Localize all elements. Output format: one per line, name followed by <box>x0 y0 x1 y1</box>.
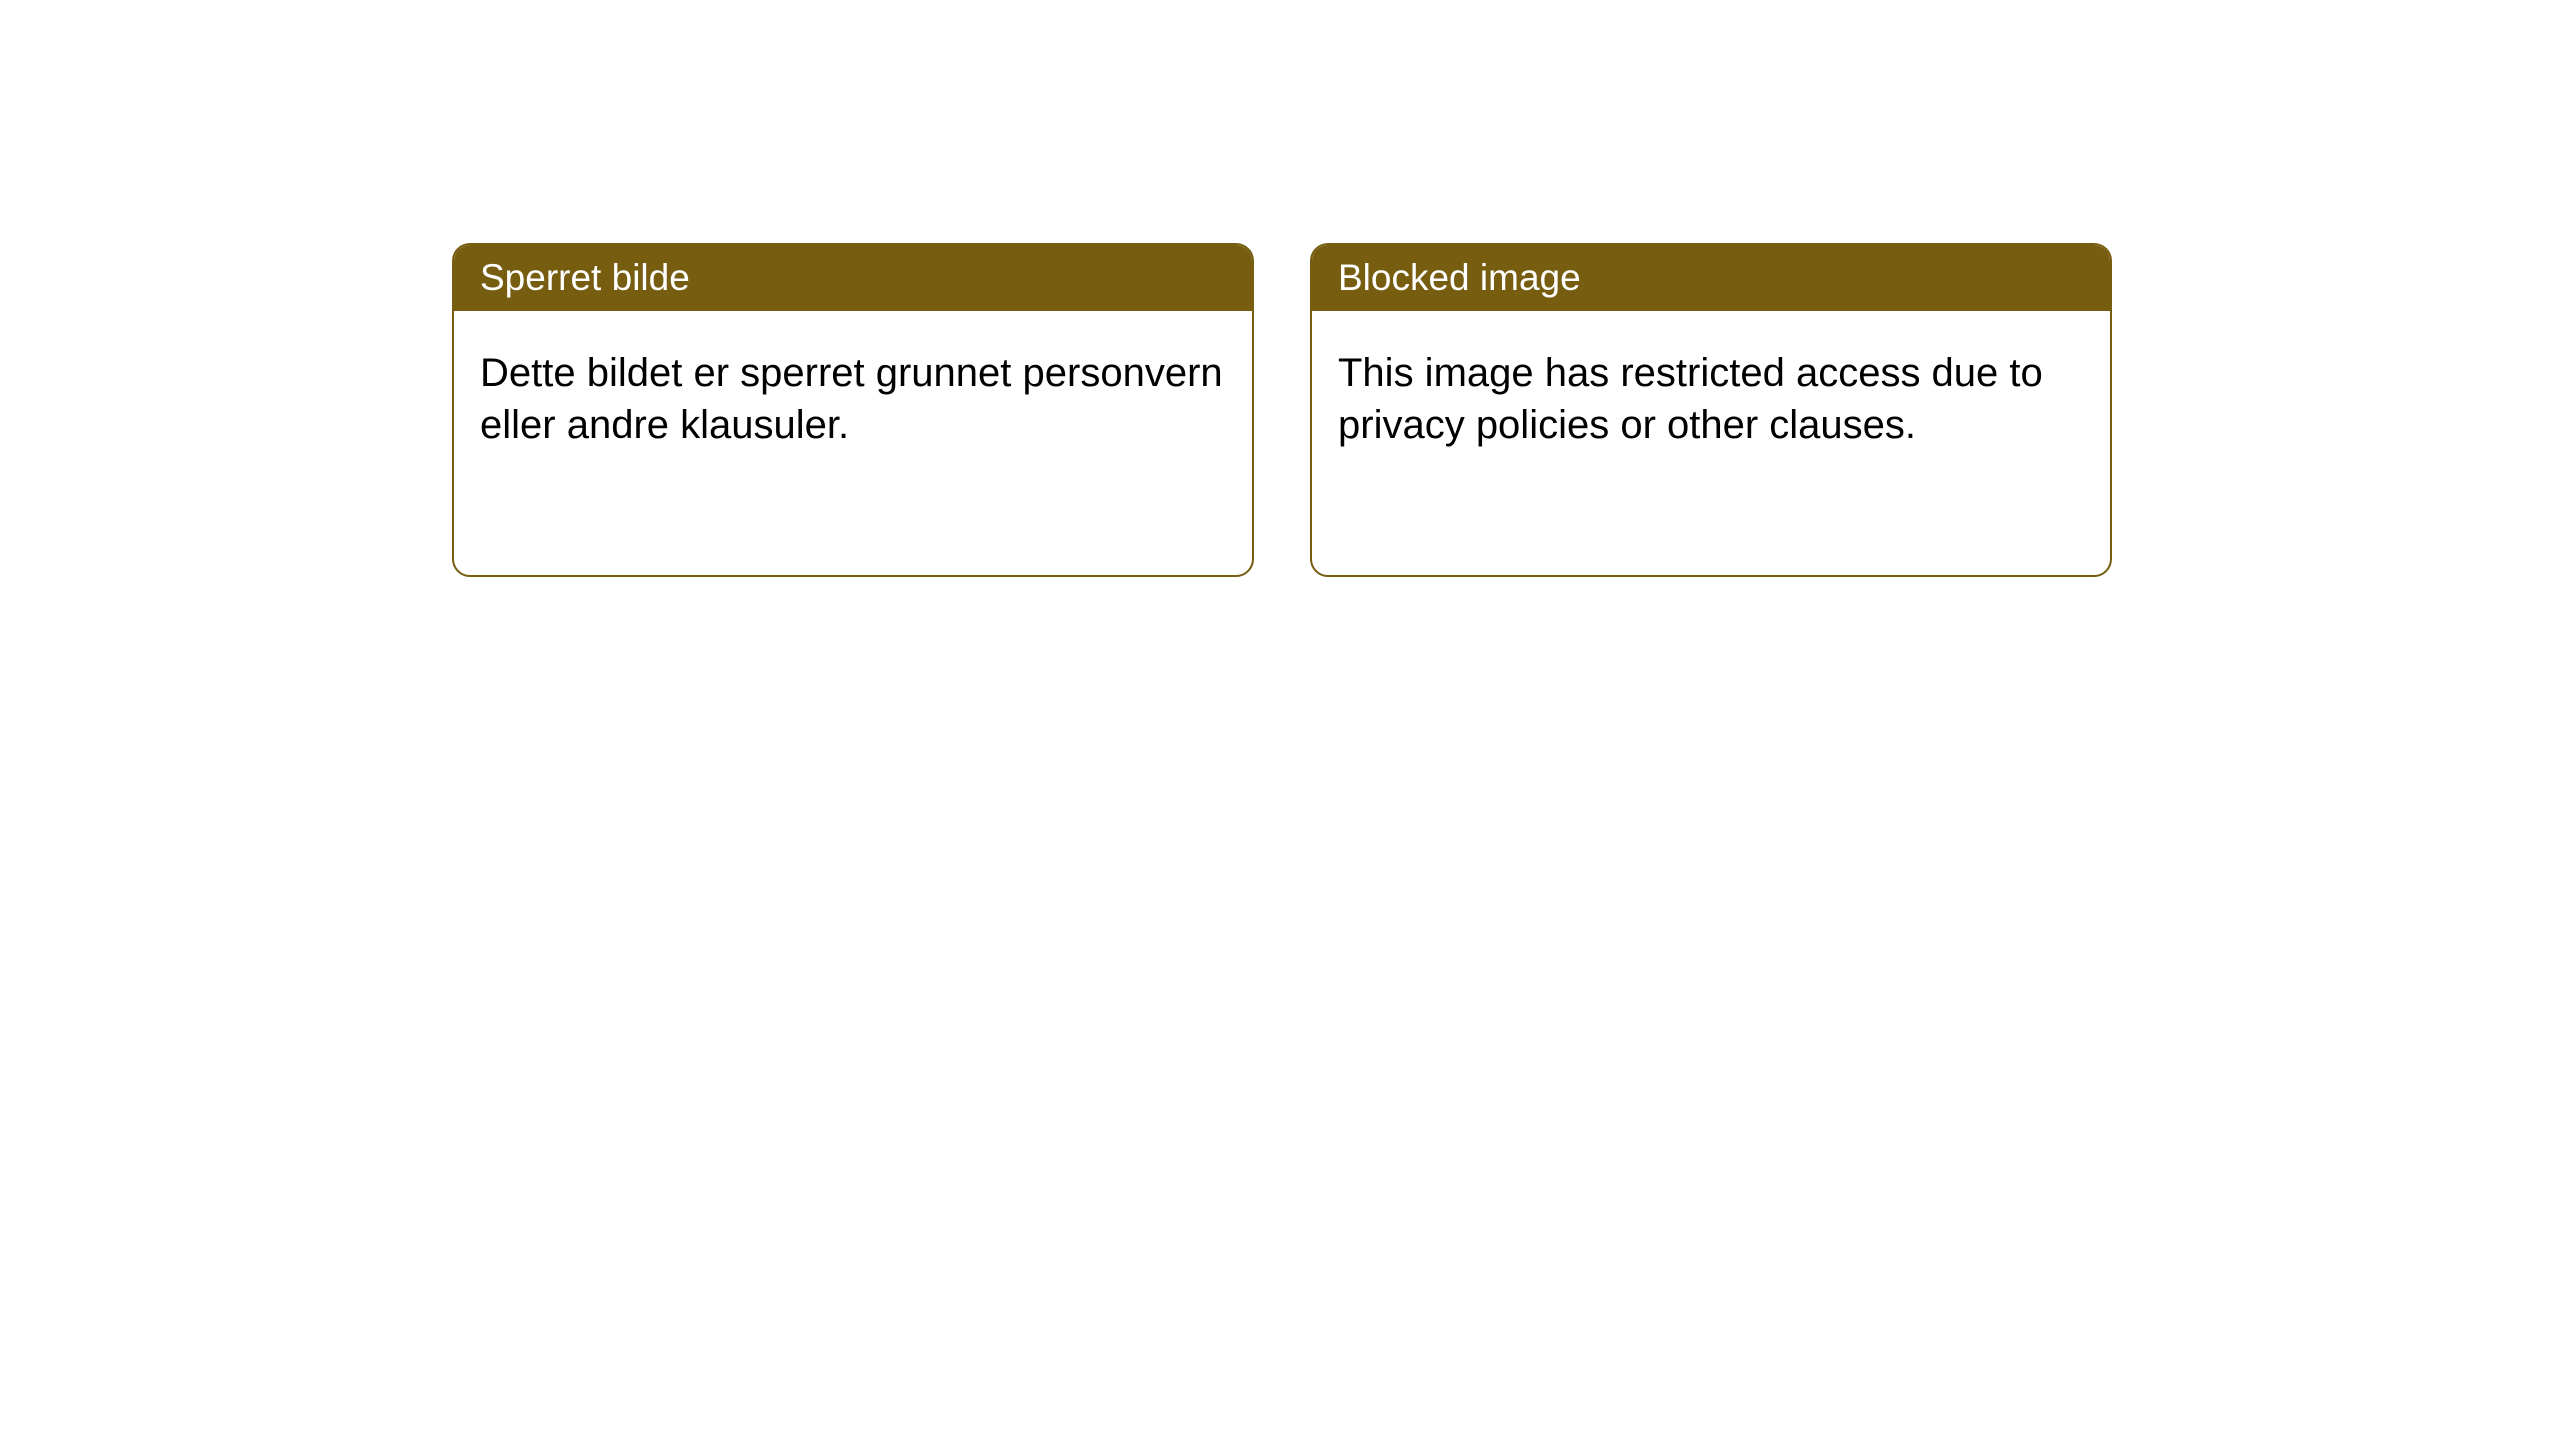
cards-container: Sperret bilde Dette bildet er sperret gr… <box>0 0 2560 577</box>
card-body-text: This image has restricted access due to … <box>1312 311 2110 487</box>
card-title: Blocked image <box>1312 245 2110 311</box>
notice-card-english: Blocked image This image has restricted … <box>1310 243 2112 577</box>
card-title: Sperret bilde <box>454 245 1252 311</box>
notice-card-norwegian: Sperret bilde Dette bildet er sperret gr… <box>452 243 1254 577</box>
card-body-text: Dette bildet er sperret grunnet personve… <box>454 311 1252 487</box>
